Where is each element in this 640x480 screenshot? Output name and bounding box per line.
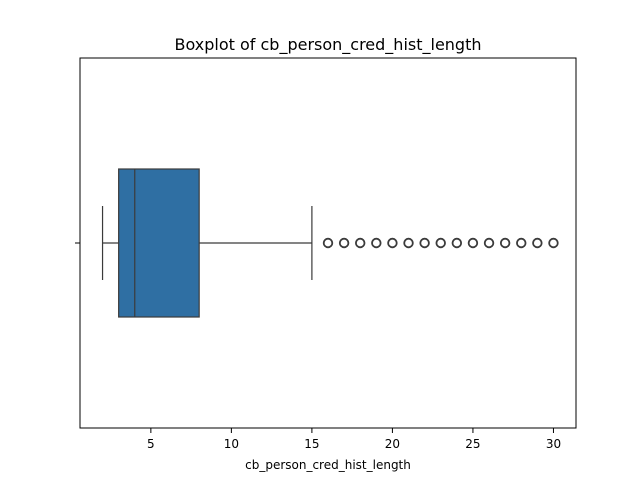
outlier-point: [467, 237, 479, 249]
box-layer: [101, 168, 313, 318]
outlier-point: [516, 237, 527, 249]
x-tick-label: 30: [546, 437, 561, 451]
outlier-point: [451, 237, 463, 249]
x-tick-label: 15: [304, 437, 319, 451]
outlier-point: [371, 237, 382, 249]
interquartile-box: [118, 168, 200, 318]
x-tick-label: 25: [465, 437, 480, 451]
outlier-point: [483, 237, 495, 249]
outlier-point: [499, 237, 511, 249]
x-axis-ticks: 5 10 15 20 25 30: [147, 428, 561, 451]
outlier-point: [403, 237, 414, 249]
x-axis-label: cb_person_cred_hist_length: [245, 458, 411, 472]
outlier-point: [338, 237, 350, 249]
outlier-point: [435, 237, 446, 249]
outlier-point: [322, 237, 334, 249]
x-tick-label: 10: [224, 437, 239, 451]
outlier-point: [532, 237, 543, 249]
x-tick-label: 5: [147, 437, 155, 451]
outlier-point: [387, 237, 398, 249]
x-tick-label: 20: [385, 437, 400, 451]
outlier-layer: [322, 237, 559, 249]
outlier-point: [419, 237, 430, 249]
chart-title: Boxplot of cb_person_cred_hist_length: [174, 35, 481, 55]
outlier-point: [548, 237, 559, 249]
outlier-point: [355, 237, 366, 249]
